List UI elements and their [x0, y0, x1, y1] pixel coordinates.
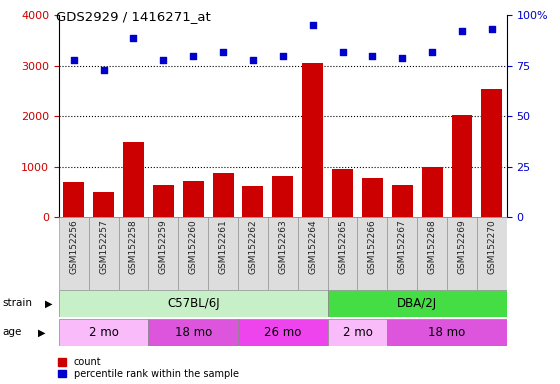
Bar: [63, 182, 84, 217]
Text: DBA/2J: DBA/2J: [397, 297, 437, 310]
FancyBboxPatch shape: [328, 290, 507, 317]
Bar: [392, 185, 413, 217]
FancyBboxPatch shape: [59, 319, 148, 346]
FancyBboxPatch shape: [238, 217, 268, 290]
FancyBboxPatch shape: [59, 217, 88, 290]
FancyBboxPatch shape: [268, 217, 298, 290]
Bar: [482, 89, 502, 217]
Text: GSM152257: GSM152257: [99, 219, 108, 274]
Text: ▶: ▶: [45, 299, 53, 309]
Point: [338, 49, 347, 55]
Text: 2 mo: 2 mo: [88, 326, 119, 339]
Text: GSM152266: GSM152266: [368, 219, 377, 274]
Point: [189, 53, 198, 59]
FancyBboxPatch shape: [148, 319, 238, 346]
Text: 18 mo: 18 mo: [428, 326, 466, 339]
Text: 2 mo: 2 mo: [343, 326, 372, 339]
Point: [249, 57, 258, 63]
Bar: [153, 185, 174, 217]
Point: [398, 55, 407, 61]
FancyBboxPatch shape: [88, 217, 119, 290]
FancyBboxPatch shape: [148, 217, 178, 290]
Point: [428, 49, 437, 55]
Bar: [422, 167, 442, 217]
FancyBboxPatch shape: [357, 217, 388, 290]
Text: strain: strain: [3, 298, 33, 308]
Text: GDS2929 / 1416271_at: GDS2929 / 1416271_at: [56, 10, 211, 23]
Text: GSM152260: GSM152260: [189, 219, 198, 274]
Text: GSM152267: GSM152267: [398, 219, 407, 274]
Point: [487, 26, 496, 33]
Text: GSM152261: GSM152261: [218, 219, 227, 274]
FancyBboxPatch shape: [328, 319, 388, 346]
Bar: [213, 173, 234, 217]
Bar: [123, 142, 144, 217]
Text: GSM152263: GSM152263: [278, 219, 287, 274]
Bar: [272, 176, 293, 217]
FancyBboxPatch shape: [59, 290, 328, 317]
Point: [69, 57, 78, 63]
FancyBboxPatch shape: [178, 217, 208, 290]
FancyBboxPatch shape: [477, 217, 507, 290]
Point: [458, 28, 466, 35]
Text: 18 mo: 18 mo: [175, 326, 212, 339]
Text: ▶: ▶: [39, 328, 46, 338]
Text: GSM152258: GSM152258: [129, 219, 138, 274]
Text: GSM152270: GSM152270: [487, 219, 496, 274]
FancyBboxPatch shape: [119, 217, 148, 290]
FancyBboxPatch shape: [298, 217, 328, 290]
Bar: [183, 181, 204, 217]
Point: [218, 49, 227, 55]
Text: age: age: [3, 327, 22, 337]
Bar: [362, 178, 383, 217]
Point: [99, 67, 108, 73]
Text: 26 mo: 26 mo: [264, 326, 301, 339]
Text: C57BL/6J: C57BL/6J: [167, 297, 220, 310]
FancyBboxPatch shape: [388, 217, 417, 290]
Bar: [332, 169, 353, 217]
Point: [159, 57, 168, 63]
Point: [308, 22, 317, 28]
Text: GSM152264: GSM152264: [308, 219, 317, 274]
Bar: [451, 115, 473, 217]
FancyBboxPatch shape: [328, 217, 357, 290]
FancyBboxPatch shape: [208, 217, 238, 290]
Text: GSM152268: GSM152268: [428, 219, 437, 274]
Bar: [302, 63, 323, 217]
Text: GSM152256: GSM152256: [69, 219, 78, 274]
Text: GSM152265: GSM152265: [338, 219, 347, 274]
Legend: count, percentile rank within the sample: count, percentile rank within the sample: [58, 357, 239, 379]
Bar: [242, 186, 263, 217]
Point: [129, 35, 138, 41]
FancyBboxPatch shape: [388, 319, 507, 346]
FancyBboxPatch shape: [417, 217, 447, 290]
FancyBboxPatch shape: [238, 319, 328, 346]
Point: [278, 53, 287, 59]
Text: GSM152259: GSM152259: [159, 219, 168, 274]
Text: GSM152262: GSM152262: [249, 219, 258, 274]
Point: [368, 53, 377, 59]
Bar: [93, 192, 114, 217]
Text: GSM152269: GSM152269: [458, 219, 466, 274]
FancyBboxPatch shape: [447, 217, 477, 290]
